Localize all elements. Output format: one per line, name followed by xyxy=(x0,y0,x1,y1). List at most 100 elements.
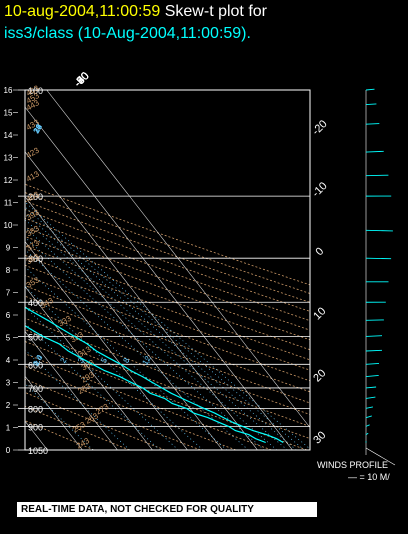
dry-adiabat xyxy=(25,285,310,393)
potential-temperature-label: 413 xyxy=(25,169,42,184)
mixing-ratio-label: 8 xyxy=(121,356,131,365)
dry-adiabat xyxy=(25,192,310,294)
wind-vector xyxy=(365,424,370,427)
pressure-tick-label: 600 xyxy=(28,360,43,370)
wind-profile-label: WINDS PROFILE xyxy=(317,460,389,470)
dry-adiabat xyxy=(25,209,310,312)
height-tick-label: 11 xyxy=(4,199,13,208)
dry-adiabat-lines xyxy=(25,183,310,450)
pressure-tick-label: 500 xyxy=(28,332,43,342)
height-tick-label: 12 xyxy=(4,176,13,185)
height-tick-label: 1 xyxy=(6,424,11,433)
mixing-ratio-line xyxy=(25,349,130,450)
pressure-tick-label: 700 xyxy=(28,384,43,394)
mixing-ratio-line xyxy=(25,236,265,450)
top-temperature-tick-label: -30 xyxy=(72,70,92,90)
mixing-ratio-line xyxy=(25,201,310,450)
dry-adiabat xyxy=(25,226,310,331)
height-tick-label: 14 xyxy=(4,131,13,140)
dry-adiabat xyxy=(25,183,310,286)
height-tick-label: 3 xyxy=(6,379,11,388)
dry-adiabat xyxy=(25,365,237,450)
isotherm xyxy=(25,196,223,450)
isotherm xyxy=(25,151,258,450)
dry-adiabat xyxy=(25,235,310,341)
potential-temperature-label: 243 xyxy=(75,436,92,451)
wind-vector xyxy=(365,257,392,260)
height-tick-label: 6 xyxy=(6,311,11,320)
isotherm xyxy=(25,106,293,450)
pressure-tick-label: 300 xyxy=(28,254,43,264)
dry-adiabat xyxy=(25,245,310,351)
dry-adiabat xyxy=(25,341,308,450)
wind-vector xyxy=(365,374,379,378)
dry-adiabat xyxy=(25,274,310,382)
dry-adiabat xyxy=(25,378,201,450)
right-temperature-tick-label: 30 xyxy=(311,429,328,446)
potential-temperature-label: 393 xyxy=(25,207,42,222)
wind-vector xyxy=(365,406,373,409)
right-temperature-tick-label: 20 xyxy=(311,367,328,384)
isotherm xyxy=(25,375,83,450)
wind-vector xyxy=(365,362,380,365)
isotherm xyxy=(25,330,118,450)
pressure-tick-label: 800 xyxy=(28,404,43,414)
potential-temperature-label: 383 xyxy=(25,224,42,239)
wind-vector xyxy=(365,415,372,419)
dry-adiabat xyxy=(25,264,310,371)
wind-vector xyxy=(365,335,383,337)
mixing-ratio-line xyxy=(25,383,94,450)
wind-vector xyxy=(365,229,393,232)
plot-frame xyxy=(24,89,311,451)
mixing-ratio-lines xyxy=(25,201,310,450)
isotherm xyxy=(25,286,153,450)
pressure-tick-label: 400 xyxy=(28,298,43,308)
mixing-ratio-line xyxy=(25,306,179,450)
pressure-tick-label: 900 xyxy=(28,422,43,432)
isotherm xyxy=(46,90,310,429)
pressure-tick-label: 1050 xyxy=(28,446,48,456)
wind-profile-scale: — = 10 M/ xyxy=(348,472,390,482)
wind-vector xyxy=(365,396,376,399)
mixing-ratio-line xyxy=(25,227,278,450)
chart-title-suffix: Skew-t plot for xyxy=(164,3,267,20)
potential-temperature-label: 323 xyxy=(69,330,86,345)
dry-adiabat xyxy=(25,306,310,415)
chart-title: 10-aug-2004,11:00:59 Skew-t plot for xyxy=(4,2,267,21)
wind-vector xyxy=(365,123,380,125)
mixing-ratio-label: 5 xyxy=(99,356,109,365)
pressure-tick-label: 100 xyxy=(28,86,43,96)
dry-adiabat xyxy=(25,317,310,427)
height-tick-label: 5 xyxy=(6,334,11,343)
height-tick-label: 8 xyxy=(6,266,11,275)
potential-temperature-label: 333 xyxy=(57,314,74,329)
height-tick-label: 13 xyxy=(4,154,13,163)
potential-temperature-label: 423 xyxy=(25,145,42,160)
wind-vector xyxy=(365,103,377,106)
isotherm-lines xyxy=(25,90,310,450)
sounding-lines xyxy=(25,306,284,444)
height-tick-label: 0 xyxy=(6,446,11,455)
wind-vector xyxy=(365,432,369,436)
potential-temperature-label: 353 xyxy=(25,275,42,290)
height-tick-label: 9 xyxy=(6,244,11,253)
wind-scale-line xyxy=(365,447,396,466)
chart-title-datetime: 10-aug-2004,11:00:59 xyxy=(4,3,161,20)
quality-disclaimer: REAL-TIME DATA, NOT CHECKED FOR QUALITY xyxy=(17,502,317,517)
dry-adiabat xyxy=(25,217,310,322)
mixing-ratio-line xyxy=(25,212,297,450)
dry-adiabat xyxy=(25,200,310,303)
mixing-ratio-line xyxy=(25,322,160,450)
dry-adiabat xyxy=(25,295,310,404)
height-tick-label: 10 xyxy=(4,221,13,230)
chart-subtitle: iss3/class (10-Aug-2004,11:00:59). xyxy=(4,25,251,42)
temperature-line xyxy=(25,306,284,444)
right-temperature-tick-label: -10 xyxy=(310,180,330,200)
dry-adiabat xyxy=(25,254,310,361)
height-tick-label: 7 xyxy=(6,289,11,298)
dewpoint-line xyxy=(25,324,266,444)
potential-temperature-label: 273 xyxy=(94,402,111,417)
mixing-ratio-label: 3 xyxy=(76,356,86,365)
right-temperature-tick-label: -20 xyxy=(310,118,330,138)
dry-adiabat xyxy=(25,353,272,450)
